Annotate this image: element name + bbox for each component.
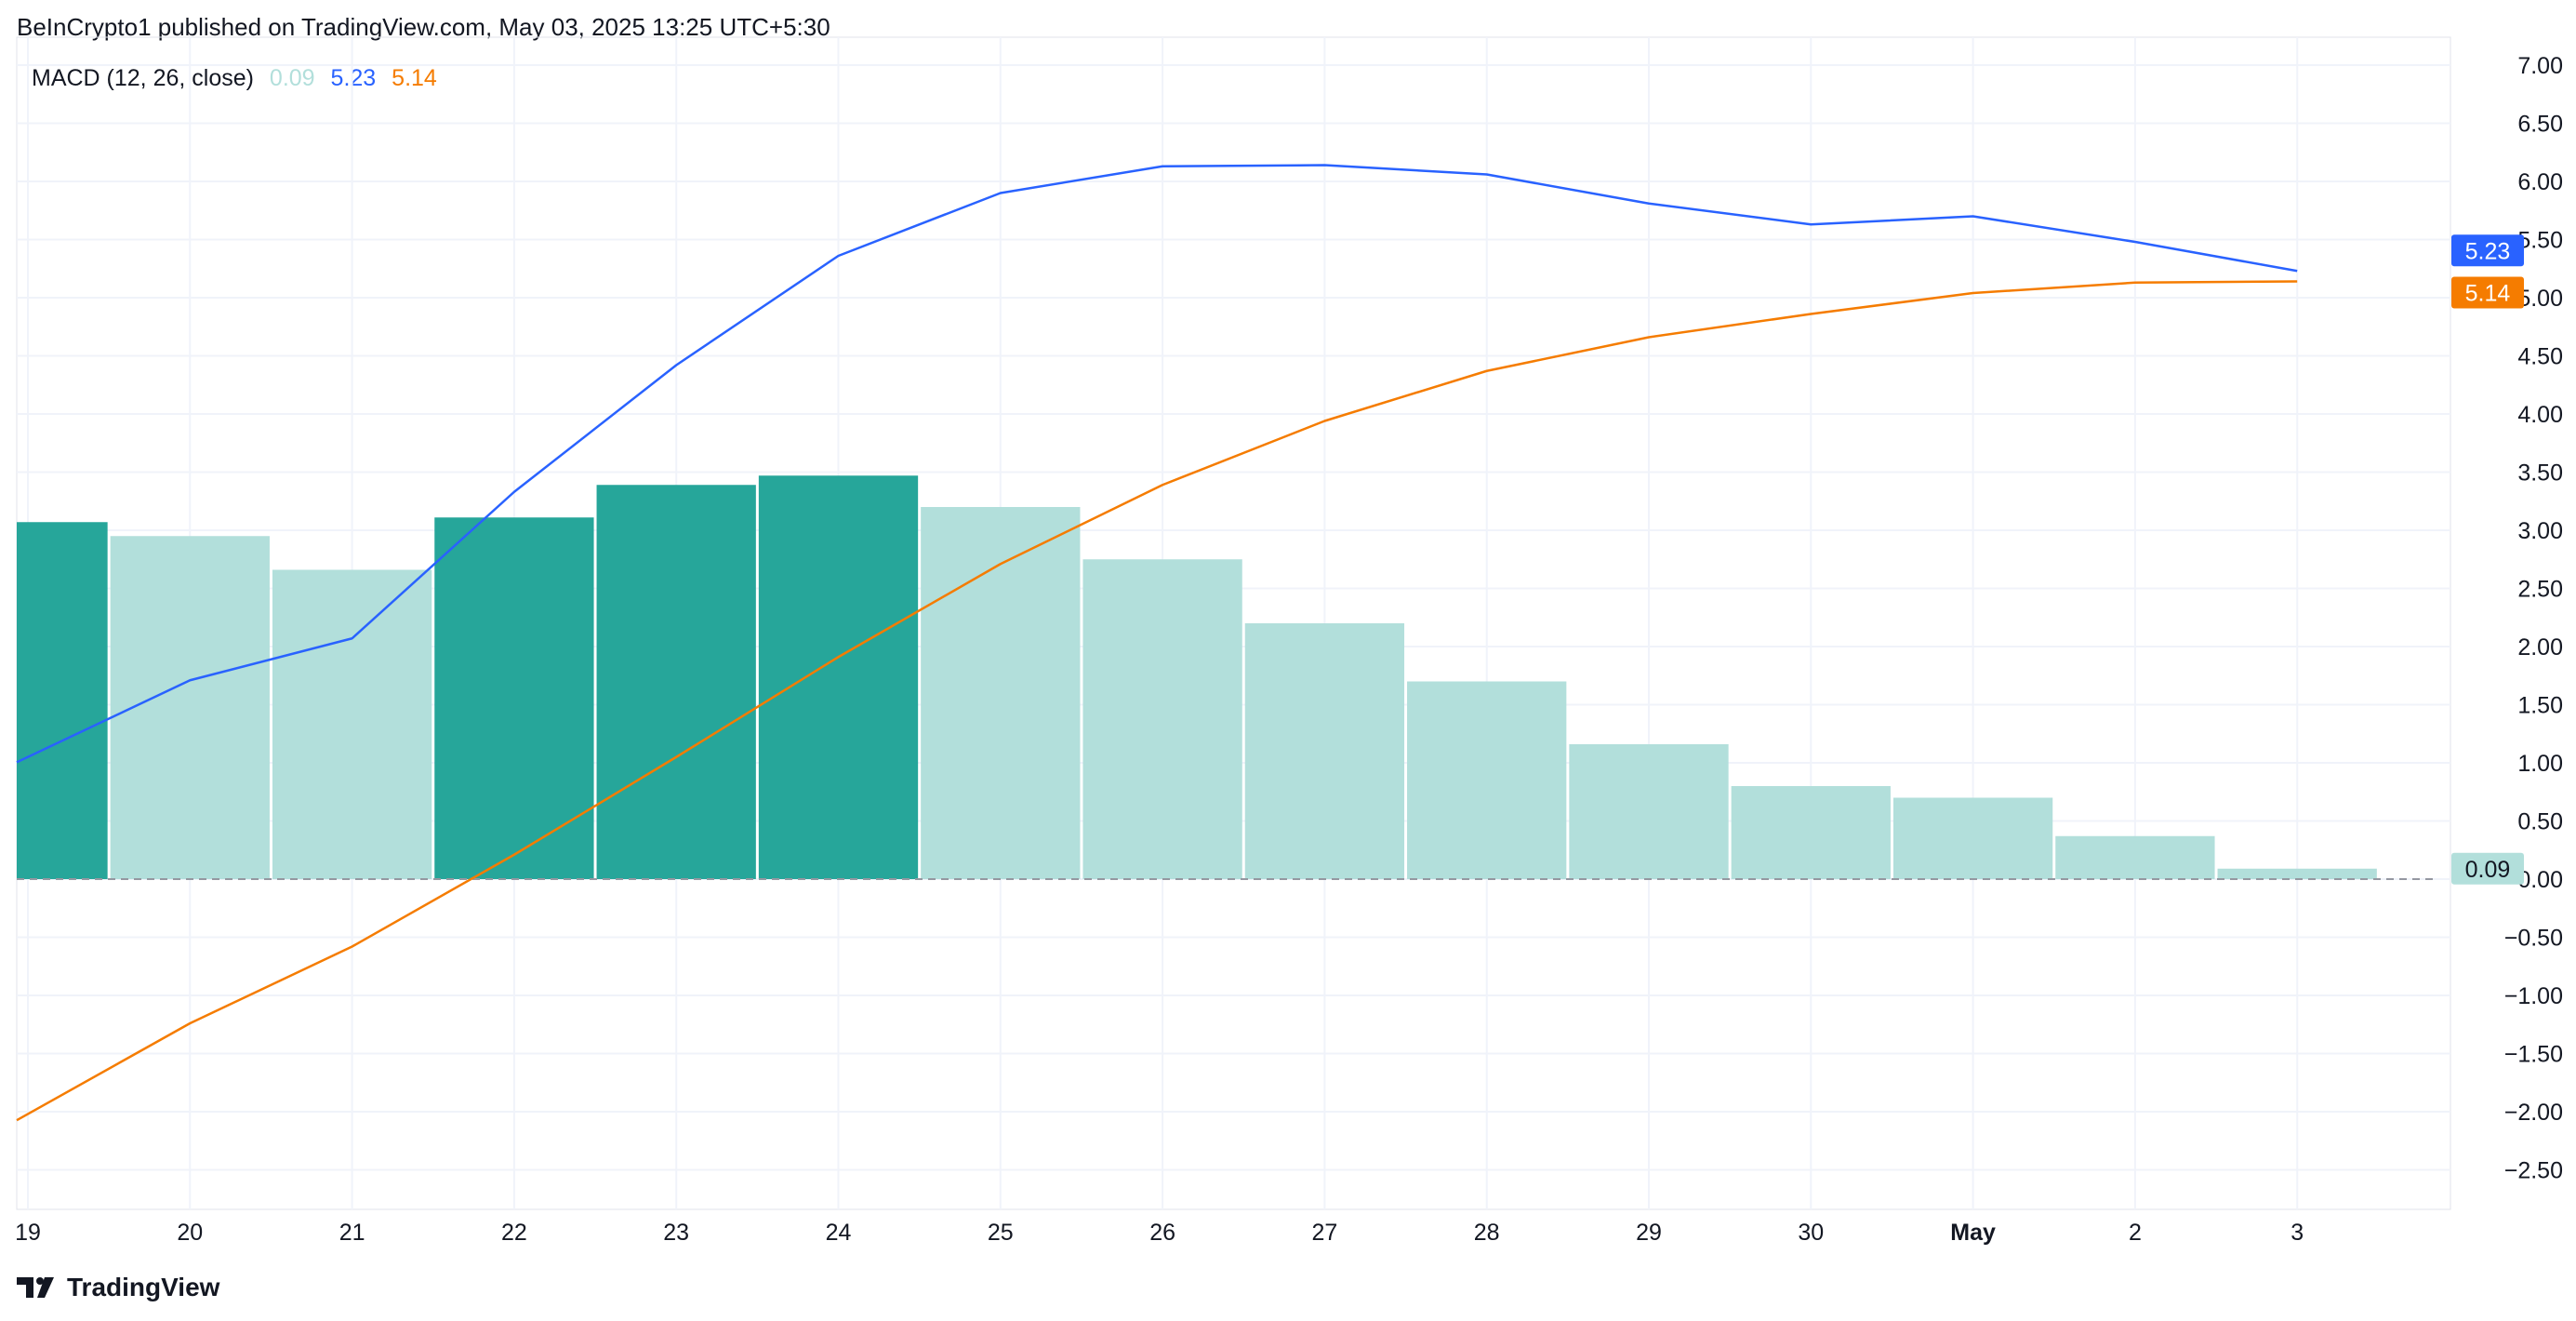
histogram-legend-value: 0.09 (269, 65, 315, 91)
histogram-value-badge: 0.09 (2465, 857, 2511, 883)
macd-value-badge-bg (2451, 234, 2524, 267)
y-tick-label: 4.00 (2517, 402, 2563, 428)
histogram-bar (110, 536, 270, 879)
last-value-badges: 0.09 5.14 5.23 (2451, 234, 2524, 885)
signal-value-badge-bg (2451, 276, 2524, 309)
y-tick-label: 3.00 (2517, 518, 2563, 544)
macd-legend-value: 5.23 (330, 65, 377, 91)
time-axis[interactable]: 19 20 21 22 23 24 25 26 27 28 29 30 May 2 3 (15, 1220, 2304, 1246)
x-tick-label: 21 (339, 1220, 365, 1246)
brand-name: TradingView (67, 1273, 220, 1301)
indicator-lines (16, 164, 2298, 1122)
histogram-bar (1731, 786, 1891, 879)
indicator-legend[interactable]: MACD (12, 26, close) 0.09 5.23 5.14 (32, 65, 446, 92)
histogram-bar (1569, 744, 1729, 879)
histogram-bar (758, 475, 919, 879)
histogram-bar (2055, 835, 2215, 879)
x-tick-label: 25 (988, 1220, 1014, 1246)
x-tick-label: 19 (15, 1220, 41, 1246)
macd-line (16, 164, 2298, 764)
x-tick-label: 24 (826, 1220, 852, 1246)
histogram-bar (2217, 868, 2377, 879)
y-tick-label: 0.00 (2517, 867, 2563, 893)
y-tick-label: 1.50 (2517, 693, 2563, 719)
x-tick-label: 22 (501, 1220, 527, 1246)
indicator-title: MACD (12, 26, close) (32, 65, 254, 91)
histogram-bar (1244, 623, 1405, 879)
y-tick-label: 0.50 (2517, 809, 2563, 835)
x-tick-label: 30 (1798, 1220, 1824, 1246)
y-tick-label: 2.00 (2517, 634, 2563, 660)
brand-footer[interactable]: TradingView (17, 1273, 219, 1302)
x-tick-label: 29 (1636, 1220, 1662, 1246)
publish-info: BeInCrypto1 published on TradingView.com… (17, 13, 830, 41)
x-tick-label: 27 (1311, 1220, 1337, 1246)
macd-chart[interactable]: 7.00 6.50 6.00 5.50 5.00 4.50 4.00 3.50 3.00 2.50… (0, 0, 2576, 1265)
x-tick-label: May (1950, 1220, 1996, 1246)
x-tick-label: 23 (663, 1220, 689, 1246)
signal-line (16, 280, 2298, 1122)
y-tick-label: 2.50 (2517, 577, 2563, 603)
macd-value-badge: 5.23 (2465, 238, 2511, 264)
histogram-bar (1407, 681, 1567, 879)
tradingview-logo-icon (17, 1275, 60, 1300)
y-tick-label: 5.50 (2517, 228, 2563, 254)
histogram-bar (1082, 559, 1242, 879)
x-tick-label: 3 (2291, 1220, 2304, 1246)
histogram-bar (434, 517, 594, 879)
y-tick-label: 1.00 (2517, 751, 2563, 777)
y-tick-label: 4.50 (2517, 344, 2563, 370)
y-tick-label: −0.50 (2504, 926, 2563, 952)
y-tick-label: 5.00 (2517, 286, 2563, 312)
y-tick-label: −2.50 (2504, 1158, 2563, 1184)
y-tick-label: −1.50 (2504, 1042, 2563, 1068)
histogram-bar (17, 522, 108, 879)
x-tick-label: 26 (1149, 1220, 1175, 1246)
histogram-bar (596, 485, 756, 879)
histogram-bar (272, 569, 432, 879)
x-tick-label: 28 (1474, 1220, 1500, 1246)
y-tick-label: 6.50 (2517, 112, 2563, 138)
x-tick-label: 2 (2129, 1220, 2142, 1246)
histogram-bars (17, 475, 2377, 879)
y-tick-label: 3.50 (2517, 460, 2563, 487)
y-tick-label: −2.00 (2504, 1100, 2563, 1126)
histogram-bar (921, 507, 1081, 879)
signal-value-badge: 5.14 (2465, 281, 2511, 307)
histogram-value-badge-bg (2451, 852, 2524, 885)
y-tick-label: 6.00 (2517, 169, 2563, 195)
x-tick-label: 20 (177, 1220, 203, 1246)
y-tick-label: −1.00 (2504, 983, 2563, 1009)
y-tick-label: 7.00 (2517, 53, 2563, 79)
price-axis[interactable]: 7.00 6.50 6.00 5.50 5.00 4.50 4.00 3.50 3.00 2.50… (2504, 53, 2563, 1184)
histogram-bar (1892, 797, 2053, 879)
signal-legend-value: 5.14 (392, 65, 437, 91)
